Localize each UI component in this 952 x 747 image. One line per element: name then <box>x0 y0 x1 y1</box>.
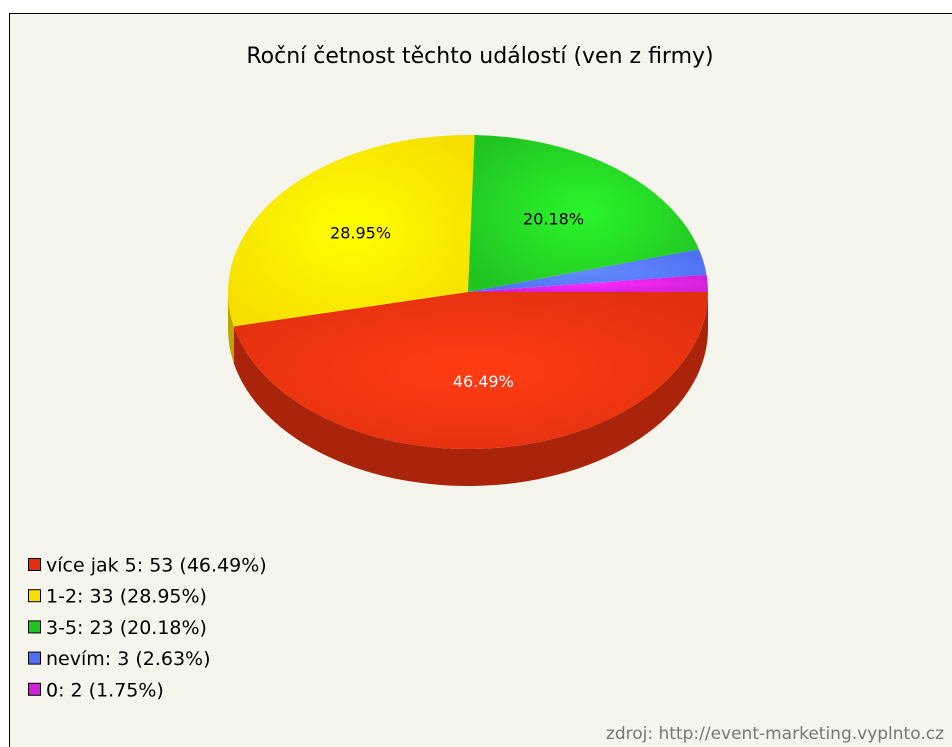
pie-slice <box>228 135 475 327</box>
slice-label: 20.18% <box>523 210 584 229</box>
source-note: zdroj: http://event-marketing.vyplnto.cz <box>606 724 944 744</box>
chart-title: Roční četnost těchto událostí (ven z fir… <box>246 44 713 69</box>
legend-swatch <box>28 558 41 571</box>
legend-label: nevím: 3 (2.63%) <box>46 648 211 670</box>
pie-slice <box>233 292 708 450</box>
legend-swatch <box>28 682 41 696</box>
slice-label: 28.95% <box>330 224 391 243</box>
legend-label: 3-5: 23 (20.18%) <box>46 617 207 639</box>
legend-swatch <box>28 589 41 603</box>
slice-label: 46.49% <box>453 372 514 391</box>
legend-swatch <box>28 620 41 634</box>
legend-label: 0: 2 (1.75%) <box>46 679 164 701</box>
pie-slice <box>468 135 699 292</box>
pie-slice <box>468 274 708 292</box>
pie-slice <box>468 249 707 292</box>
legend-swatch <box>28 651 41 665</box>
pie-side <box>233 292 708 487</box>
legend-label: 1-2: 33 (28.95%) <box>46 586 207 608</box>
legend-label: více jak 5: 53 (46.49%) <box>46 555 267 577</box>
pie-side <box>228 292 234 364</box>
